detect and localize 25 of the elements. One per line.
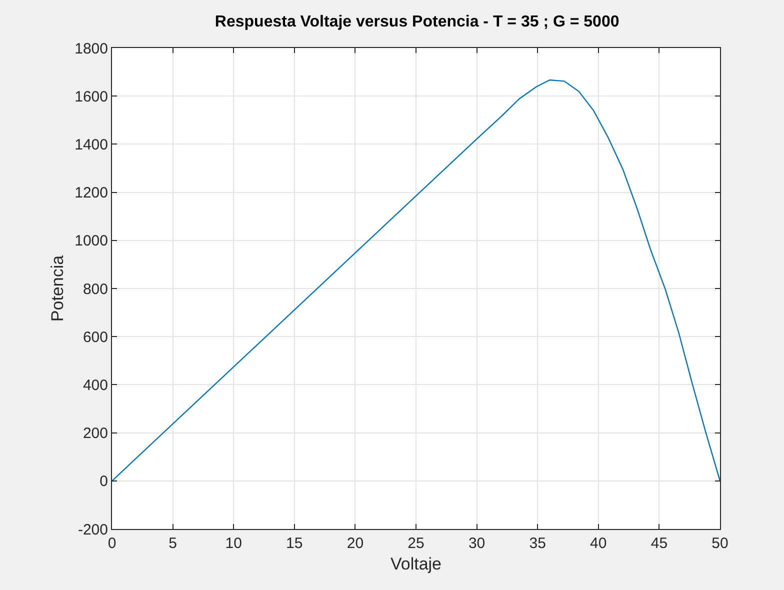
- x-tick-label: 40: [590, 535, 607, 552]
- x-tick-label: 30: [468, 535, 486, 552]
- x-tick-label: 10: [225, 535, 242, 552]
- y-axis-title: Potencia: [48, 254, 68, 322]
- x-tick-label: 20: [346, 535, 364, 552]
- y-tick-label: 1600: [74, 88, 108, 106]
- chart-title: Respuesta Voltaje versus Potencia - T = 35 ; G = 5000: [214, 13, 620, 30]
- y-tick-label: 200: [82, 425, 108, 442]
- x-axis-title: Voltaje: [390, 554, 442, 574]
- x-tick-label: 15: [286, 535, 303, 552]
- y-tick-label: 600: [82, 328, 108, 346]
- x-tick-label: 5: [168, 535, 177, 552]
- y-tick-label: 400: [82, 376, 108, 394]
- x-tick-label: 45: [650, 535, 668, 552]
- y-tick-label: -200: [78, 521, 108, 538]
- y-tick-label: 1000: [74, 232, 108, 250]
- y-tick-label: 1800: [74, 40, 108, 58]
- x-tick-label: 25: [408, 535, 424, 552]
- x-tick-label: 50: [712, 535, 728, 552]
- line-series: [112, 79, 720, 482]
- y-tick-label: 800: [82, 280, 108, 298]
- x-tick-label: 35: [529, 535, 546, 552]
- y-tick-label: 1200: [74, 184, 108, 202]
- y-tick-label: 1400: [74, 136, 108, 154]
- y-tick-label: 0: [100, 473, 108, 490]
